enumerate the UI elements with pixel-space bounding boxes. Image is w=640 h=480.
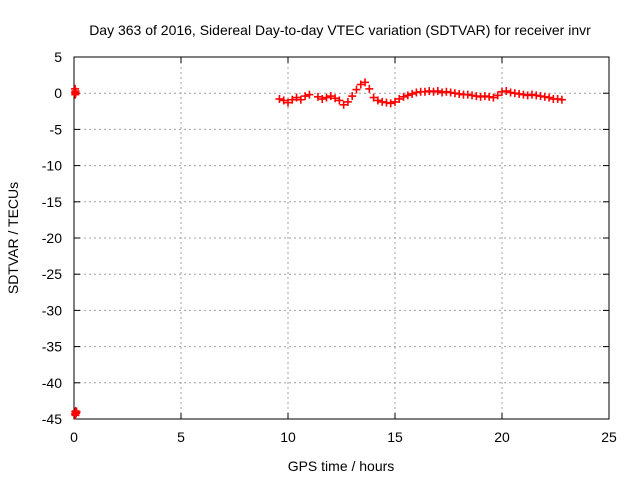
data-point [502,87,511,96]
data-point [391,97,399,106]
data-point [296,95,305,104]
x-axis-label: GPS time / hours [288,458,395,474]
y-tick-label: -30 [42,302,62,318]
y-tick-label: 0 [54,85,62,101]
data-point [322,93,331,102]
data-point [557,95,566,104]
data-points [71,78,566,420]
data-point [305,90,314,99]
data-point [284,98,292,107]
grid-lines [74,57,609,419]
x-tick-label: 0 [70,429,78,445]
data-point [335,96,344,105]
x-tick-labels: 0 5 10 15 20 25 [70,429,617,445]
data-point [433,87,442,96]
data-point [361,78,370,87]
data-point [71,89,80,98]
data-point [301,92,310,101]
y-tick-label: -35 [42,339,62,355]
y-tick-label: -5 [50,121,63,137]
y-tick-label: -25 [42,266,62,282]
y-axis-label: SDTVAR / TECUs [5,182,21,294]
x-tick-label: 5 [177,429,185,445]
y-tick-label: -45 [42,411,62,427]
x-tick-label: 20 [494,429,510,445]
data-point [288,95,297,104]
data-point [403,91,412,100]
data-point [292,93,301,102]
data-point [326,92,335,101]
chart-title: Day 363 of 2016, Sidereal Day-to-day VTE… [89,22,591,38]
y-tick-label: -20 [42,230,62,246]
data-point [318,94,327,103]
data-point [408,89,417,98]
data-point [545,93,554,102]
data-point [399,92,408,101]
data-point [489,93,498,102]
x-tick-label: 10 [280,429,296,445]
data-point [493,91,502,100]
data-point [343,97,352,106]
y-tick-label: -10 [42,158,62,174]
data-point [72,407,81,416]
data-point [279,96,288,105]
data-point [386,99,395,108]
data-point [331,94,340,103]
y-tick-label: 5 [54,49,62,65]
x-tick-label: 15 [387,429,403,445]
data-point [339,100,348,109]
data-point [352,85,361,94]
x-tick-label: 25 [601,429,617,445]
data-point [395,94,404,103]
y-tick-labels: 5 0 -5 -10 -15 -20 -25 -30 -35 -40 -45 [42,49,62,427]
data-point [369,93,378,102]
data-point [365,84,374,93]
data-point [356,80,365,89]
data-point [348,92,357,101]
data-point [275,94,284,103]
data-point [373,96,382,105]
y-tick-label: -40 [42,375,62,391]
data-point [313,92,322,101]
y-tick-label: -15 [42,194,62,210]
